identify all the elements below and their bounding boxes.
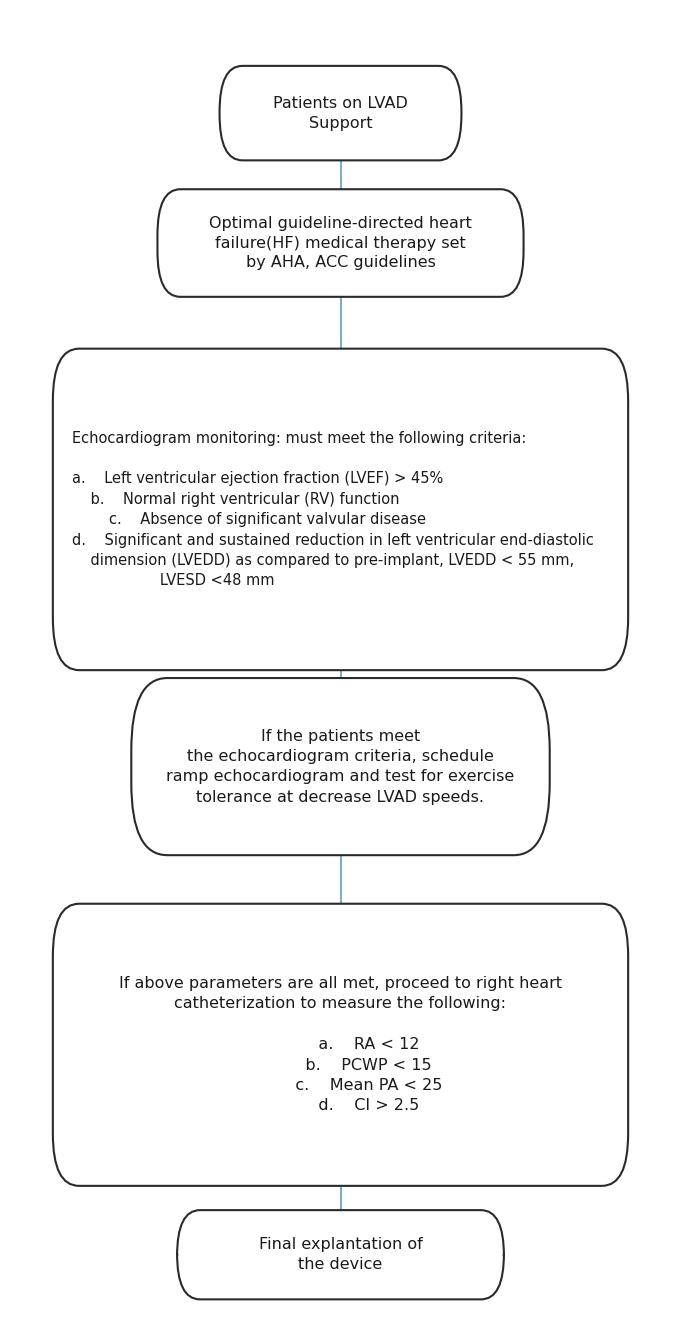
FancyBboxPatch shape	[53, 348, 628, 670]
Text: If above parameters are all met, proceed to right heart
catheterization to measu: If above parameters are all met, proceed…	[119, 976, 562, 1114]
Text: Patients on LVAD
Support: Patients on LVAD Support	[273, 95, 408, 130]
Text: If the patients meet
the echocardiogram criteria, schedule
ramp echocardiogram a: If the patients meet the echocardiogram …	[166, 728, 515, 805]
FancyBboxPatch shape	[131, 678, 550, 856]
FancyBboxPatch shape	[219, 66, 462, 161]
FancyBboxPatch shape	[53, 904, 628, 1186]
Text: Optimal guideline-directed heart
failure(HF) medical therapy set
by AHA, ACC gui: Optimal guideline-directed heart failure…	[209, 216, 472, 270]
FancyBboxPatch shape	[177, 1210, 504, 1299]
Text: Echocardiogram monitoring: must meet the following criteria:

a.    Left ventric: Echocardiogram monitoring: must meet the…	[72, 431, 595, 588]
Text: Final explantation of
the device: Final explantation of the device	[259, 1237, 422, 1272]
FancyBboxPatch shape	[157, 189, 524, 297]
